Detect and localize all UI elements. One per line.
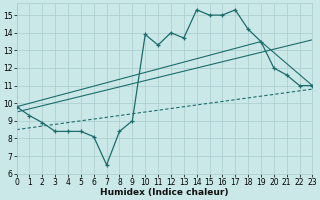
X-axis label: Humidex (Indice chaleur): Humidex (Indice chaleur) [100,188,229,197]
